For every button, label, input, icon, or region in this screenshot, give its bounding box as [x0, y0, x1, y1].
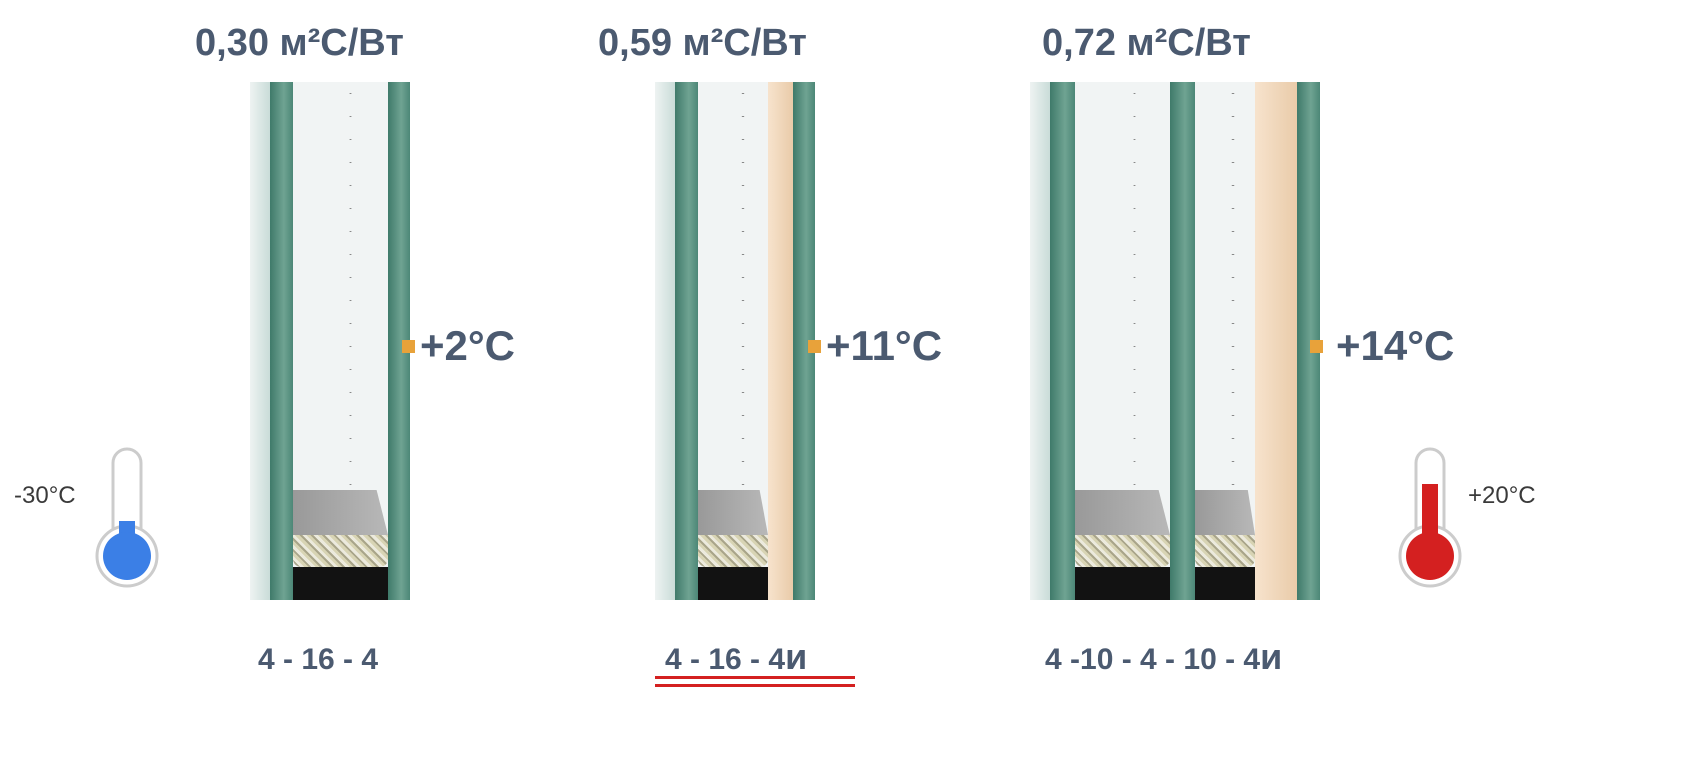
inner-temp-unit-1: +2°C: [420, 322, 516, 369]
inner-temp-unit-3: +14°C: [1336, 322, 1455, 369]
outside-temp-label: -30°C: [14, 482, 76, 509]
glass-unit-3: [1030, 82, 1320, 600]
highlight-underline: [655, 684, 855, 687]
r-value-unit-3: 0,72 м²С/Вт: [1042, 22, 1251, 64]
highlight-underline: [655, 676, 855, 679]
formula-unit-2: 4 - 16 - 4и: [665, 636, 808, 677]
glass-unit-2: [655, 82, 815, 600]
formula-unit-3: 4 -10 - 4 - 10 - 4и: [1045, 636, 1283, 677]
thermometer-hot-icon: [1398, 447, 1462, 588]
temp-marker: [1310, 340, 1323, 353]
formula-unit-1: 4 - 16 - 4: [258, 643, 379, 676]
inside-temp-label: +20°C: [1468, 482, 1536, 509]
temp-marker: [402, 340, 415, 353]
glass-unit-1: [250, 82, 410, 600]
r-value-unit-1: 0,30 м²С/Вт: [195, 22, 404, 64]
thermometer-cold-icon: [95, 447, 159, 588]
r-value-unit-2: 0,59 м²С/Вт: [598, 22, 807, 64]
temp-marker: [808, 340, 821, 353]
inner-temp-unit-2: +11°C: [826, 322, 943, 369]
